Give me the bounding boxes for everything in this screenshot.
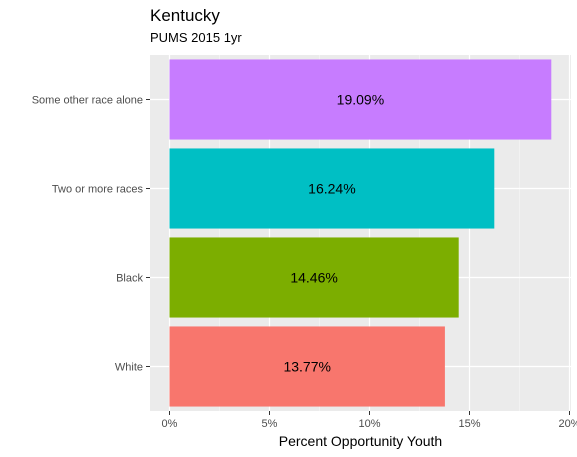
- bar-data-label: 16.24%: [308, 181, 355, 197]
- x-tick-label: 0%: [162, 418, 178, 430]
- y-tick-label: Black: [116, 273, 143, 285]
- y-tick-label: Some other race alone: [32, 95, 143, 107]
- x-axis-labels: 0% 5% 10% 15% 20%: [162, 411, 577, 430]
- bar: [169, 326, 445, 407]
- bar: [169, 59, 552, 140]
- x-axis-title: Percent Opportunity Youth: [279, 433, 442, 449]
- y-tick-label: Two or more races: [52, 184, 144, 196]
- y-axis-labels: Some other race alone Two or more races Bl…: [32, 95, 150, 374]
- bar: [169, 148, 495, 229]
- bar-data-label: 19.09%: [337, 92, 384, 108]
- x-tick-label: 10%: [358, 418, 380, 430]
- x-tick-label: 15%: [458, 418, 480, 430]
- x-tick-label: 20%: [558, 418, 577, 430]
- bar: [169, 237, 459, 318]
- bar-data-label: 13.77%: [283, 359, 330, 375]
- bar-data-label: 14.46%: [290, 270, 337, 286]
- x-tick-label: 5%: [262, 418, 278, 430]
- bars: 19.09% 16.24% 14.46% 13.77%: [169, 59, 552, 407]
- y-tick-label: White: [115, 362, 143, 374]
- chart-subtitle: PUMS 2015 1yr: [150, 30, 242, 45]
- chart-title: Kentucky: [150, 6, 220, 25]
